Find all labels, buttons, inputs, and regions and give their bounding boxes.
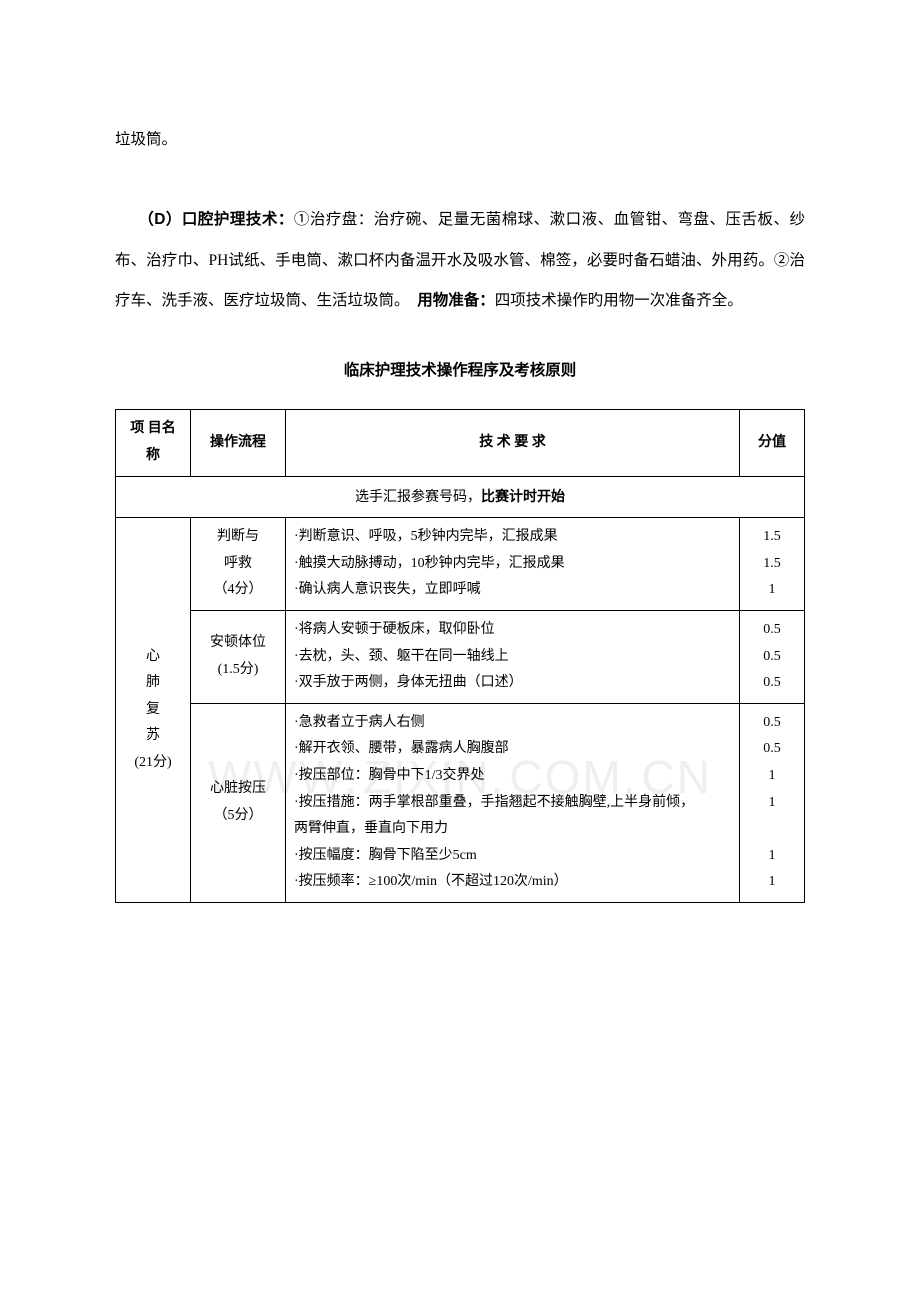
header-score: 分值 [740,410,805,476]
table-row: 安顿体位(1.5分) ·将病人安顿于硬板床，取仰卧位·去枕，头、颈、躯干在同一轴… [116,611,805,704]
cell-score-0: 1.51.51 [740,518,805,611]
header-req: 技 术 要 求 [286,410,740,476]
cell-req-1: ·将病人安顿于硬板床，取仰卧位·去枕，头、颈、躯干在同一轴线上·双手放于两侧，身… [286,611,740,704]
text-prep-body: 四项技术操作旳用物一次准备齐全。 [495,292,743,309]
cell-req-2: ·急救者立于病人右侧·解开衣领、腰带，暴露病人胸腹部·按压部位：胸骨中下1/3交… [286,703,740,902]
assessment-table: 项 目名称 操作流程 技 术 要 求 分值 选手汇报参赛号码，比赛计时开始 心肺… [115,409,805,903]
fullspan-pre: 选手汇报参赛号码， [355,490,481,505]
paragraph-d: （D）口腔护理技术：①治疗盘：治疗碗、足量无菌棉球、漱口液、血管钳、弯盘、压舌板… [115,200,805,321]
cell-flow-2: 心脏按压（5分） [191,703,286,902]
cell-flow-0: 判断与呼救（4分） [191,518,286,611]
label-d: （D）口腔护理技术： [138,211,294,228]
cell-fullspan: 选手汇报参赛号码，比赛计时开始 [116,476,805,518]
table-row-fullspan: 选手汇报参赛号码，比赛计时开始 [116,476,805,518]
header-flow: 操作流程 [191,410,286,476]
cell-project-name: 心肺复苏(21分) [116,518,191,903]
table-header-row: 项 目名称 操作流程 技 术 要 求 分值 [116,410,805,476]
cell-score-2: 0.50.51111 [740,703,805,902]
document-page: 垃圾筒。 （D）口腔护理技术：①治疗盘：治疗碗、足量无菌棉球、漱口液、血管钳、弯… [0,0,920,963]
section-title: 临床护理技术操作程序及考核原则 [115,351,805,391]
cell-flow-1: 安顿体位(1.5分) [191,611,286,704]
cell-req-0: ·判断意识、呼吸，5秒钟内完毕，汇报成果·触摸大动脉搏动，10秒钟内完毕，汇报成… [286,518,740,611]
cell-score-1: 0.50.50.5 [740,611,805,704]
fullspan-bold: 比赛计时开始 [481,488,565,504]
header-name: 项 目名称 [116,410,191,476]
label-prep: 用物准备： [417,292,495,309]
table-row: 心脏按压（5分） ·急救者立于病人右侧·解开衣领、腰带，暴露病人胸腹部·按压部位… [116,703,805,902]
table-row: 心肺复苏(21分) 判断与呼救（4分） ·判断意识、呼吸，5秒钟内完毕，汇报成果… [116,518,805,611]
paragraph-trash: 垃圾筒。 [115,120,805,160]
